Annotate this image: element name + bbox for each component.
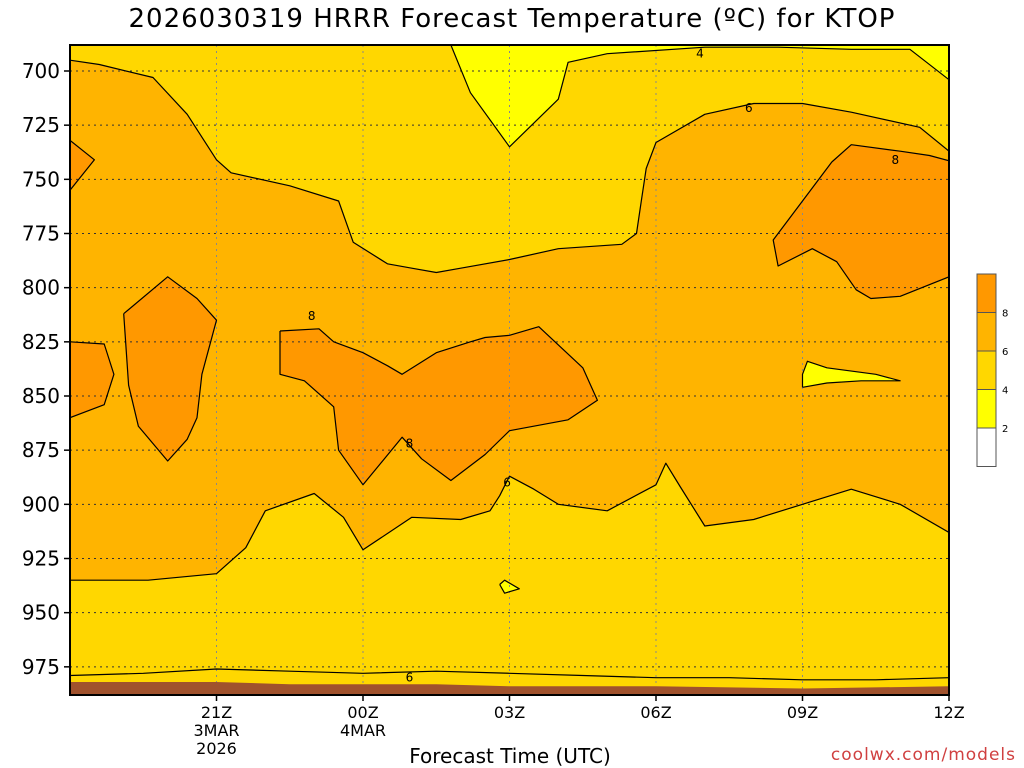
contour-label-1: 6	[745, 101, 753, 115]
contour-label-text: 4	[696, 47, 704, 61]
colorbar-label: 8	[1002, 309, 1008, 320]
colorbar-swatch	[976, 389, 997, 429]
x-axis-label: Forecast Time (UTC)	[409, 744, 611, 768]
contour-label-text: 6	[406, 671, 414, 685]
x-tick-label: 09Z	[787, 703, 818, 722]
contour-label-3: 8	[308, 309, 316, 323]
y-tick-label: 700	[22, 59, 60, 83]
source-credit[interactable]: coolwx.com/models	[830, 745, 1016, 765]
y-tick-label: 875	[22, 438, 60, 462]
region-left-blob-8-10	[123, 276, 217, 461]
colorbar-swatch	[976, 350, 997, 390]
y-tick-label: 900	[22, 492, 60, 516]
isotherm-8-edge-blob	[70, 341, 115, 419]
y-tick-label: 800	[22, 276, 60, 300]
x-tick-label: 03Z	[494, 703, 525, 722]
y-tick-label: 925	[22, 547, 60, 571]
isotherm-8-edge-top	[70, 139, 96, 191]
contour-label-2: 8	[891, 153, 899, 167]
contour-label-text: 8	[891, 153, 899, 167]
colorbar-label: 4	[1002, 386, 1008, 397]
contour-label-text: 8	[308, 309, 316, 323]
colorbar-swatch	[976, 273, 997, 313]
contour-label-6: 6	[406, 671, 414, 685]
colorbar-label: 2	[1002, 424, 1008, 435]
isotherm-8-left-blob	[123, 276, 218, 462]
isotherm-4-pocket	[801, 360, 901, 388]
isotherm-4-tiny	[499, 579, 520, 594]
region-band-8-10	[280, 326, 598, 485]
y-tick-label: 825	[22, 330, 60, 354]
y-tick-label: 725	[22, 113, 60, 137]
region-edge-blob-8-10	[70, 341, 114, 418]
y-tick-label: 850	[22, 384, 60, 408]
contour-label-text: 6	[503, 476, 511, 490]
colorbar-label: 6	[1002, 347, 1008, 358]
region-edge-top-8-10	[70, 140, 95, 191]
isotherm-8-band	[279, 326, 599, 486]
isotherm-6-lower	[70, 462, 949, 581]
contour-label-text: 8	[406, 437, 414, 451]
x-tick-label: 06Z	[640, 703, 671, 722]
contour-label-text: 6	[745, 101, 753, 115]
region-right-blob-8-10	[773, 144, 949, 299]
isotherm-6-upper	[70, 59, 949, 274]
isotherm-8-right-blob	[772, 144, 949, 300]
y-tick-label: 950	[22, 601, 60, 625]
region-upper-4-6	[70, 45, 949, 273]
y-tick-label: 750	[22, 167, 60, 191]
contour-label-0: 4	[696, 47, 704, 61]
x-tick-label: 12Z	[933, 703, 964, 722]
x-tick-label: 21Z 3MAR 2026	[193, 703, 239, 758]
colorbar-swatch	[976, 427, 997, 467]
contour-label-4: 8	[406, 437, 414, 451]
isotherm-6-surface	[70, 668, 949, 681]
chart-title: 2026030319 HRRR Forecast Temperature (ºC…	[128, 4, 896, 34]
isotherm-4-upper	[450, 45, 949, 148]
y-tick-label: 975	[22, 655, 60, 679]
x-tick-label: 00Z 4MAR	[340, 703, 386, 740]
region-upper-2-4	[70, 45, 949, 147]
y-tick-label: 775	[22, 222, 60, 246]
terrain-ground	[70, 682, 949, 695]
contour-label-5: 6	[503, 476, 511, 490]
colorbar-swatch	[976, 312, 997, 352]
